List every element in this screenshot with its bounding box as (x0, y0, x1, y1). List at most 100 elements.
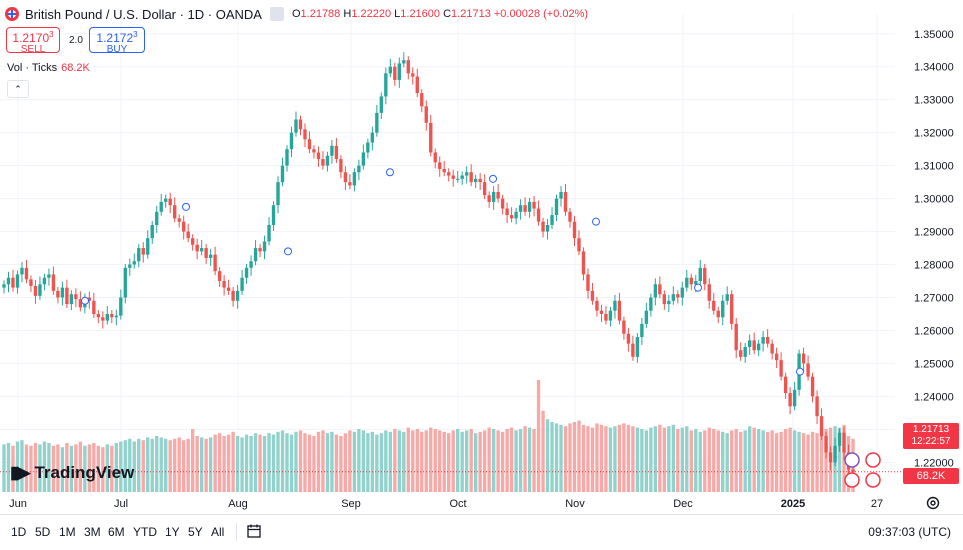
volume-bar (482, 430, 487, 492)
volume-bar (815, 433, 819, 492)
calendar-icon[interactable] (246, 523, 262, 539)
candle-body (442, 168, 446, 173)
volume-bar (253, 433, 258, 492)
volume-bar (190, 429, 195, 492)
candle-body (366, 142, 370, 153)
range-5d[interactable]: 5D (35, 525, 51, 539)
candle-body (469, 172, 473, 183)
volume-bar (366, 433, 370, 492)
volume-bar (357, 429, 361, 492)
candle-body (608, 310, 613, 321)
candle-body (595, 300, 599, 311)
candle-body (662, 294, 667, 305)
volume-bar (173, 438, 177, 492)
event-markers (81, 168, 881, 488)
volume-bar (397, 430, 401, 492)
volume-bar (20, 440, 24, 492)
candle-body (276, 182, 280, 206)
volume-bar (249, 436, 253, 492)
range-1y[interactable]: 1Y (165, 525, 180, 539)
candle-body (384, 73, 388, 97)
volume-bar (797, 431, 801, 492)
volume-bar (783, 429, 788, 492)
candle-body (712, 300, 716, 311)
candle-body (69, 294, 74, 305)
price-tick-label: 1.22000 (914, 457, 954, 469)
range-3m[interactable]: 3M (84, 525, 101, 539)
candle-body (568, 211, 572, 222)
candle-body (38, 284, 42, 296)
event-marker-icon (796, 367, 804, 376)
candle-body (330, 145, 334, 156)
volume-bar (411, 430, 415, 492)
range-1m[interactable]: 1M (59, 525, 76, 539)
time-tick-label: Jun (9, 498, 27, 510)
price-tick-label: 1.26000 (914, 325, 954, 337)
volume-bar (451, 430, 455, 492)
price-axis[interactable]: 1.35000 1.34000 1.33000 1.32000 1.31000 1.300… (914, 29, 954, 470)
volume-bar (114, 443, 118, 492)
price-tick-label: 1.25000 (914, 358, 954, 370)
volume-bar (60, 447, 65, 492)
range-all[interactable]: All (211, 525, 225, 539)
volume-bar (119, 441, 123, 492)
time-tick-label: 2025 (781, 498, 805, 510)
last-price-badge: 1.21713 12:22:57 (903, 423, 959, 449)
candle-body (231, 290, 235, 301)
collapse-legend-icon[interactable] (269, 7, 284, 21)
buy-button[interactable]: 1.21723 BUY (89, 27, 145, 55)
candle-body (146, 238, 150, 255)
candle-body (721, 300, 725, 318)
volume-bar (361, 430, 366, 492)
candle-body (532, 201, 536, 209)
candle-body (352, 172, 357, 186)
volume-bar (24, 444, 29, 492)
volume-bar (478, 431, 482, 492)
volume-bar (721, 431, 725, 492)
symbol-title[interactable]: British Pound / U.S. Dollar · 1D · OANDA (25, 6, 262, 22)
candle-body (2, 284, 6, 288)
candle-body (249, 261, 253, 268)
candle-body (438, 162, 442, 169)
low-label: L (394, 8, 401, 20)
candle-body (640, 323, 644, 338)
sell-button[interactable]: 1.21703 SELL (6, 27, 60, 55)
gear-icon[interactable] (925, 495, 941, 511)
candle-body (478, 178, 482, 183)
volume-bar (276, 431, 280, 492)
volume-legend[interactable]: Vol · Ticks 68.2K (7, 62, 90, 74)
candle-body (536, 208, 541, 222)
volume-bar (644, 430, 649, 492)
volume-bar (321, 430, 325, 492)
volume-bar (554, 423, 559, 492)
tradingview-logo[interactable]: ▮▶ TradingView (10, 463, 134, 483)
utc-clock[interactable]: 09:37:03 (UTC) (868, 525, 951, 539)
candle-body (123, 267, 127, 298)
volume-bar (146, 437, 150, 492)
volume-bar (689, 430, 693, 492)
volume-bar (545, 419, 550, 492)
range-6m[interactable]: 6M (108, 525, 125, 539)
time-axis[interactable]: Jun Jul Aug Sep Oct Nov Dec 2025 27 (9, 498, 883, 510)
collapse-indicators-button[interactable]: ⌃ (7, 80, 29, 98)
economic-event-icon (865, 472, 881, 488)
range-5y[interactable]: 5Y (188, 525, 203, 539)
candle-body (406, 60, 410, 74)
volume-bar (33, 443, 38, 492)
volume-bar (712, 429, 716, 492)
volume-bar (779, 431, 783, 492)
candle-body (550, 215, 554, 225)
candle-body (33, 285, 38, 296)
candle-body (527, 201, 532, 212)
range-1d[interactable]: 1D (11, 525, 27, 539)
candle-body (78, 299, 83, 308)
volume-bar (518, 429, 523, 492)
candle-body (667, 300, 671, 305)
volume-bar (662, 427, 667, 492)
candle-body (65, 287, 69, 305)
range-ytd[interactable]: YTD (133, 525, 157, 539)
candle-body (294, 119, 298, 133)
volume-bar (792, 430, 797, 492)
candle-body (491, 192, 496, 202)
